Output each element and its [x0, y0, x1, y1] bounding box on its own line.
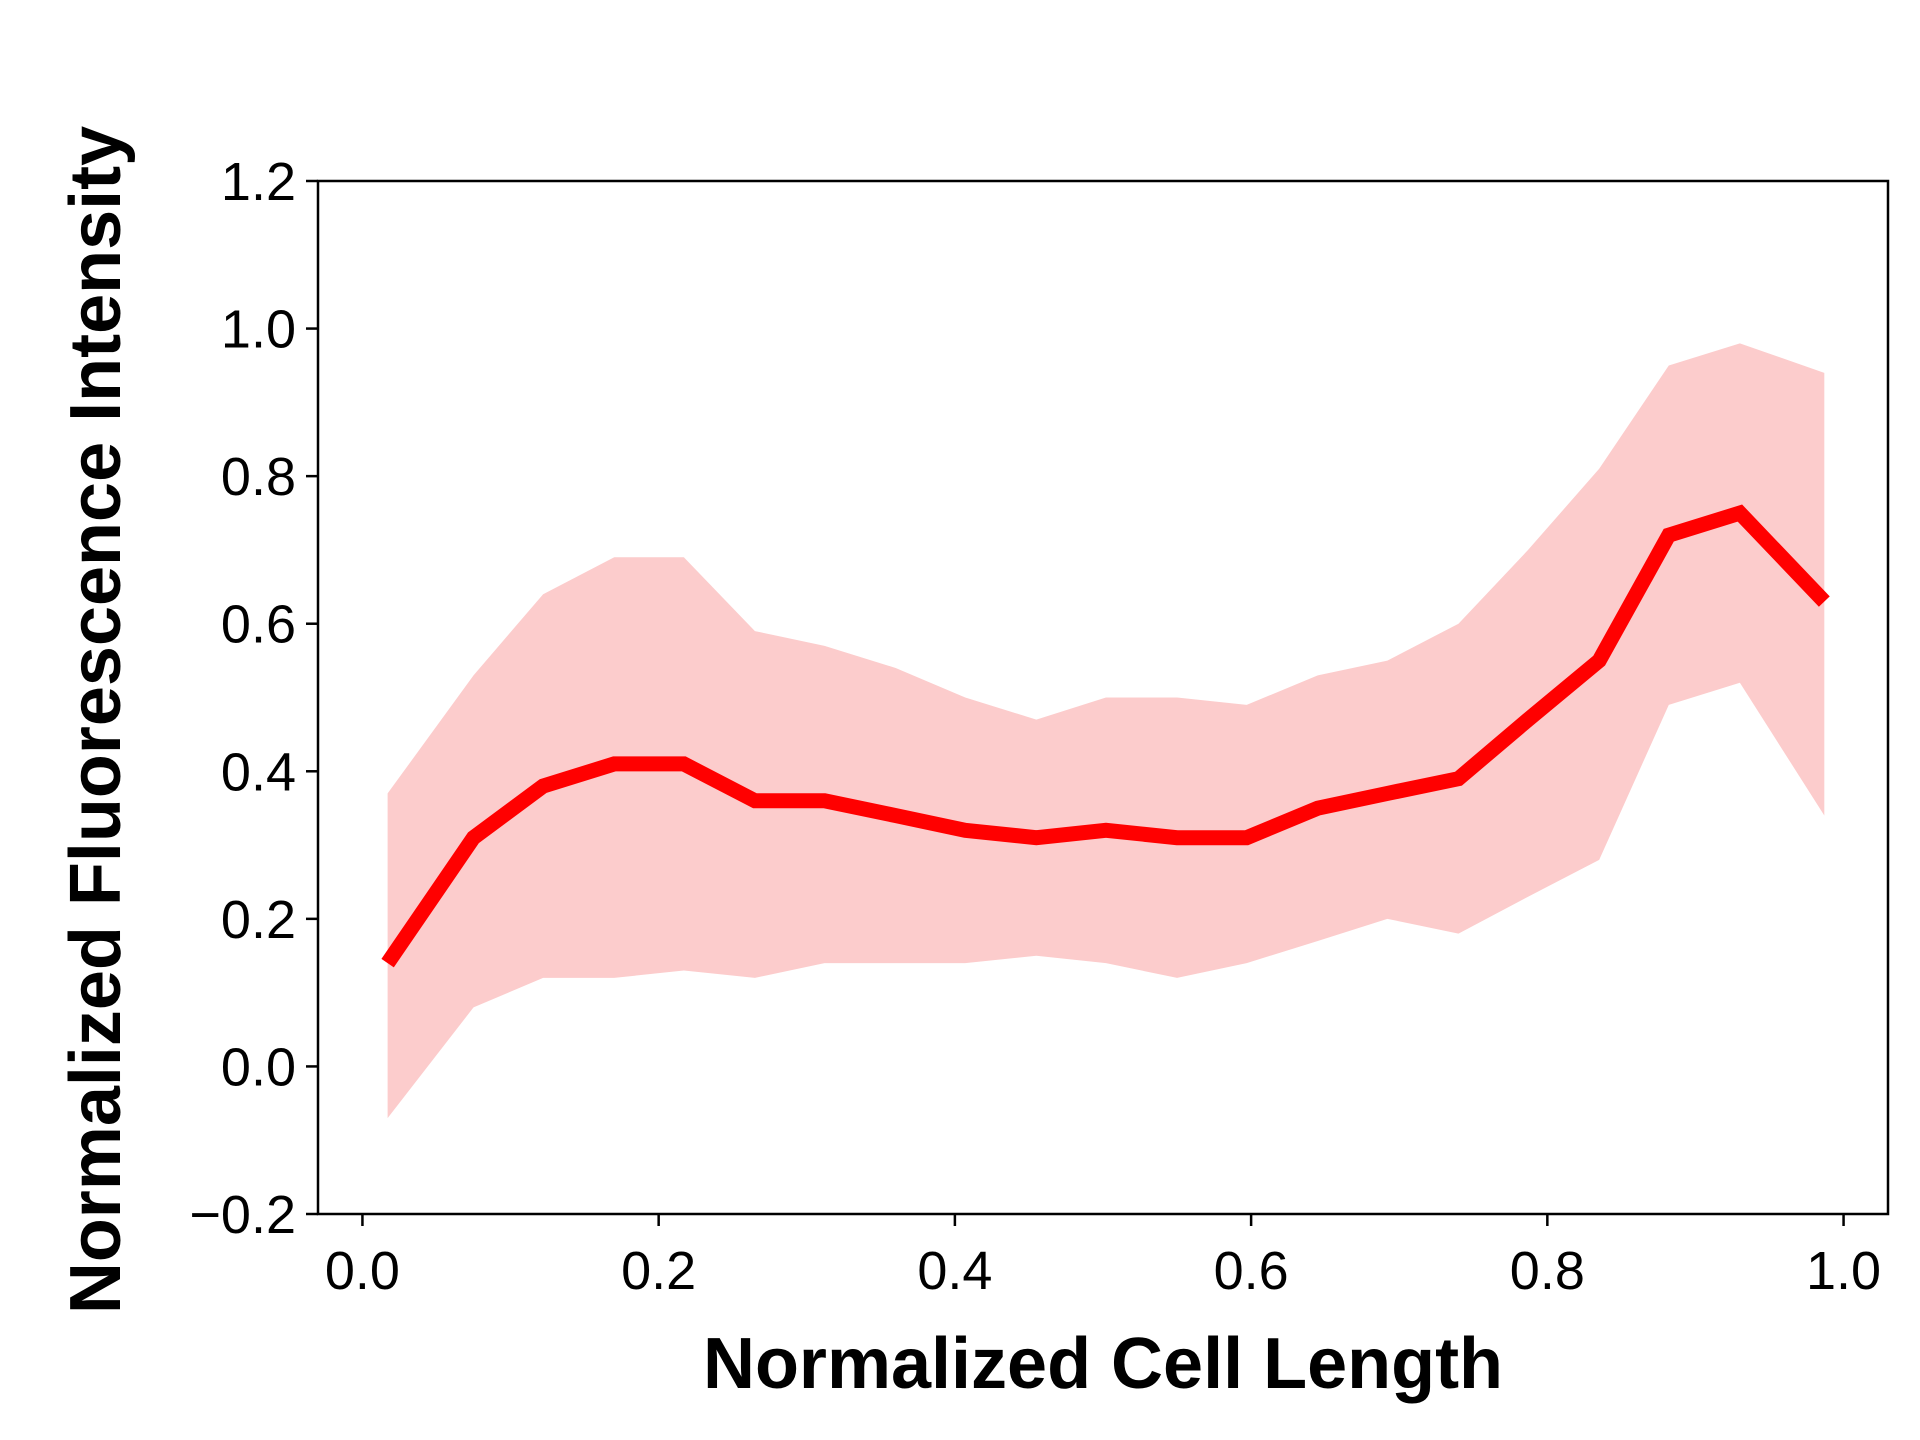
- y-tick-label: 0.2: [221, 890, 296, 950]
- y-tick-label: 0.4: [221, 742, 296, 802]
- y-tick-label: 1.0: [221, 300, 296, 360]
- y-tick-label: 0.0: [221, 1037, 296, 1097]
- x-tick-label: 0.0: [325, 1241, 400, 1301]
- confidence-band-0: [387, 343, 1825, 1119]
- x-tick-label: 0.2: [621, 1241, 696, 1301]
- x-tick-label: 0.4: [917, 1241, 992, 1301]
- x-tick-label: 1.0: [1806, 1241, 1881, 1301]
- plot-frame: [316, 179, 1890, 1216]
- y-tick-label: −0.2: [189, 1185, 296, 1245]
- y-tick-label: 1.2: [221, 152, 296, 212]
- x-axis-ticks: 0.0 0.2 0.4 0.6 0.8 1.0: [325, 1214, 1881, 1301]
- y-axis-title: Normalized Fluorescence Intensity: [56, 126, 136, 1314]
- y-tick-label: 0.6: [221, 595, 296, 655]
- confidence-bands: [387, 343, 1825, 1119]
- series-line-0: [381, 504, 1830, 968]
- series-lines: [381, 504, 1830, 968]
- x-tick-label: 0.6: [1214, 1241, 1289, 1301]
- x-tick-label: 0.8: [1510, 1241, 1585, 1301]
- y-axis-ticks: −0.2 0.0 0.2 0.4 0.6 0.8 1.0 1.2: [189, 152, 318, 1245]
- x-axis-title: Normalized Cell Length: [703, 1324, 1503, 1404]
- y-tick-label: 0.8: [221, 447, 296, 507]
